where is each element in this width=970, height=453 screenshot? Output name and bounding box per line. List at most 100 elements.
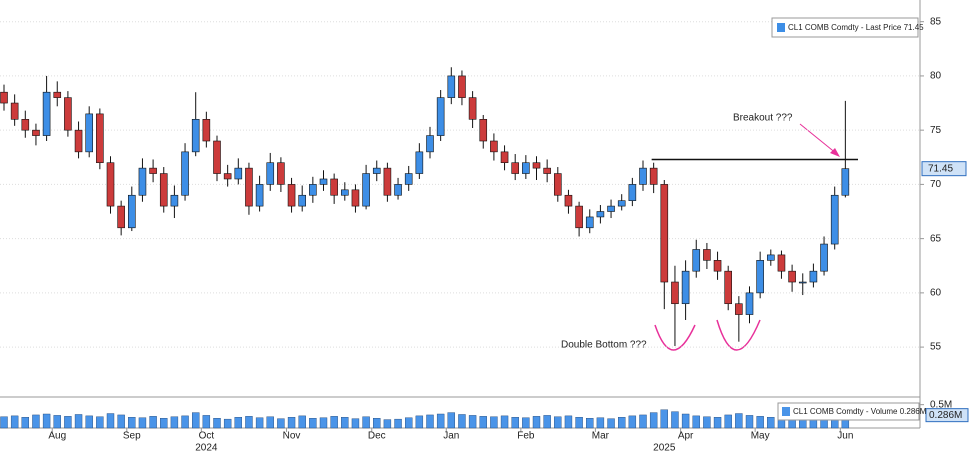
volume-bar (96, 416, 104, 429)
volume-bar (649, 412, 658, 429)
candle-body (287, 184, 296, 207)
candle-body (830, 194, 839, 245)
candle-body (351, 189, 360, 207)
candle-body (159, 173, 168, 207)
volume-bar (266, 416, 274, 429)
volume-bar (74, 414, 83, 429)
candle-body (735, 303, 743, 315)
candle-body (234, 167, 243, 180)
volume-bar (128, 417, 136, 429)
volume-bar (160, 418, 168, 429)
candle-body (10, 102, 19, 120)
volume-bar (436, 413, 445, 429)
candle-body (585, 216, 594, 229)
volume-bar (618, 417, 626, 429)
volume-bar (639, 414, 647, 429)
volume-bar (532, 416, 541, 429)
candle-body (777, 254, 786, 272)
volume-bar (511, 417, 519, 429)
volume-bar (191, 412, 200, 429)
volume-bar (298, 415, 306, 429)
volume-bar (500, 415, 509, 429)
annotation-arrow (799, 123, 838, 155)
volume-bar (309, 418, 317, 429)
x-tick-label: Aug (48, 431, 66, 442)
candle-body (511, 162, 520, 174)
volume-bar (564, 415, 573, 429)
candle-body (85, 113, 93, 153)
legend-label: CL1 COMB Comdty - Volume 0.286M (793, 407, 927, 416)
volume-bar (543, 415, 551, 429)
x-tick-label: Feb (517, 431, 535, 442)
volume-bar (447, 412, 455, 429)
last-price-tag (921, 161, 967, 177)
volume-bar (234, 417, 243, 429)
candle-body (362, 173, 370, 207)
last-price-label: 71.45 (928, 163, 953, 174)
volume-bar (53, 415, 61, 429)
volume-bar (223, 418, 232, 429)
candle-body (756, 260, 764, 294)
y-tick-label: 65 (930, 233, 942, 244)
volume-bar (319, 417, 328, 429)
candle-body (0, 91, 8, 104)
candle-body (532, 162, 541, 169)
candle-body (383, 167, 392, 196)
candle-body (74, 129, 83, 153)
volume-bar (458, 414, 466, 429)
candle-body (575, 205, 583, 229)
candle-body (213, 140, 221, 174)
legend-swatch (782, 407, 790, 416)
volume-bar (362, 416, 370, 429)
candle-body (607, 205, 615, 212)
volume-bar (383, 419, 392, 429)
volume-bar (213, 418, 221, 429)
volume-bar (671, 411, 679, 429)
candle-body (426, 135, 434, 153)
x-tick-label: Dec (368, 431, 386, 442)
candle-body (181, 151, 189, 196)
candle-body (309, 184, 317, 196)
candle-body (724, 270, 733, 305)
volume-bar (703, 416, 711, 429)
volume-bar (713, 417, 722, 429)
volume-bar (735, 413, 743, 429)
candle-body (319, 178, 328, 185)
volume-bar (724, 414, 732, 429)
annotation: Breakout ??? (733, 113, 793, 124)
volume-bar (64, 416, 72, 429)
candle-body (138, 167, 147, 196)
y-tick-label: 60 (930, 288, 942, 299)
arrow-head (830, 148, 840, 157)
volume-bar (341, 417, 349, 429)
y-tick-label: 70 (930, 179, 942, 190)
candle-body (820, 243, 828, 272)
candle-body (617, 200, 626, 207)
volume-bar (287, 417, 296, 429)
volume-bar (745, 415, 754, 429)
volume-bar (596, 417, 605, 429)
x-tick-label: Sep (123, 431, 141, 442)
candle-body (96, 113, 104, 164)
y-tick-label: 80 (930, 71, 942, 82)
volume-bar (32, 414, 40, 429)
candle-body (447, 75, 456, 98)
candle-body (298, 194, 307, 207)
x-tick-label: Oct (199, 431, 215, 442)
candle-body (649, 167, 658, 185)
last-volume-label: 0.286M (929, 410, 962, 421)
candle-body (436, 97, 445, 136)
volume-bar (756, 416, 764, 429)
volume-bar (394, 418, 402, 429)
volume-bar (106, 413, 115, 429)
x-tick-label: Mar (592, 431, 610, 442)
candle-body (681, 270, 690, 305)
candle-body (692, 249, 701, 272)
volume-bar (21, 417, 29, 429)
volume-bar (490, 416, 498, 429)
year-label: 2025 (653, 443, 676, 453)
candle-body (798, 281, 807, 284)
candle-body (106, 162, 115, 207)
volume-bar (373, 418, 381, 429)
candle-body (788, 270, 796, 283)
